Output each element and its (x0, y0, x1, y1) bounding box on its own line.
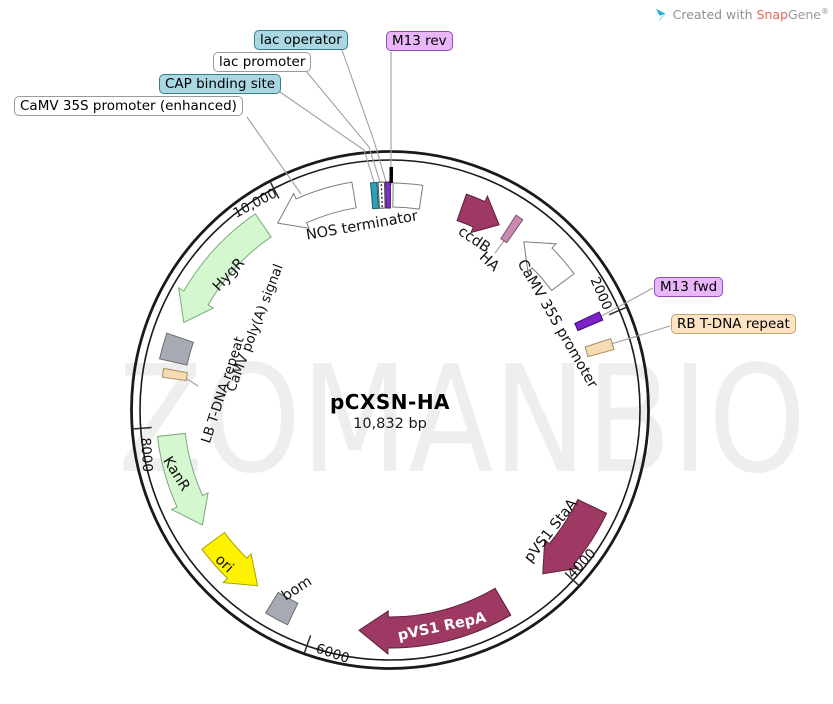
leader-line-lac-operator (341, 49, 388, 186)
credit-prefix: Created with (672, 7, 757, 23)
snapgene-logo-icon (653, 8, 668, 23)
leader-line-rb-t-dna (610, 325, 671, 345)
callout-rb-t-dna-repeat-label: RB T-DNA repeat (677, 316, 790, 332)
callout-m13-fwd: M13 fwd (654, 277, 724, 297)
callout-cap-binding-site-label: CAP binding site (165, 76, 276, 92)
feature-bom (264, 591, 299, 626)
callout-cap-binding-site: CAP binding site (159, 74, 282, 94)
watermark: ZOMANBIO (118, 334, 807, 506)
credit-brand-gene: Gene (788, 7, 821, 23)
callout-lac-operator: lac operator (254, 30, 348, 50)
feature-ha-tag (500, 214, 524, 244)
feature-lac-promoter (377, 181, 386, 209)
feature-camv-polya-signal (158, 332, 194, 366)
tick-10,000 (269, 182, 280, 199)
feature-pvs1-staa (542, 498, 608, 575)
plasmid-name: pCXSN-HA (329, 390, 451, 414)
credit-text: Created with SnapGene® (673, 7, 829, 22)
leader-line-camv-35s-enhanced (246, 116, 302, 195)
callout-lac-operator-label: lac operator (260, 32, 342, 48)
credit-brand-snap: Snap (756, 7, 788, 23)
callout-camv-35s-enhanced: CaMV 35S promoter (enhanced) (14, 96, 243, 116)
leader-line-ha (494, 240, 505, 254)
callout-lac-promoter: lac promoter (213, 52, 312, 72)
feature-label-lb-t-dna: LB T-DNA repeat (198, 335, 248, 445)
callout-m13-rev: M13 rev (386, 31, 453, 51)
backbone-ring-inner (139, 159, 641, 661)
tick-8000 (133, 426, 152, 430)
feature-camv-35s-promoter (523, 241, 575, 292)
feature-hygr (178, 213, 272, 324)
callout-rb-t-dna-repeat: RB T-DNA repeat (671, 314, 796, 334)
credit-bar: Created with SnapGene® (653, 6, 829, 24)
feature-cap-binding-site (369, 181, 379, 210)
plasmid-size: 10,832 bp (353, 416, 427, 432)
feature-nos-terminator (276, 181, 357, 229)
tick-6000 (303, 635, 312, 653)
leader-line-m13-fwd (597, 287, 654, 319)
feature-mcs-box (392, 182, 424, 210)
feature-pvs1-repa (358, 587, 512, 656)
leader-line-lac-promoter (305, 70, 382, 186)
callout-m13-rev-label: M13 rev (392, 33, 447, 49)
feature-rb-t-dna-repeat (584, 338, 615, 358)
tick-2000 (608, 306, 626, 316)
feature-m13-fwd (574, 311, 604, 332)
leader-line-cap-binding-site (279, 91, 376, 186)
feature-ccdb (456, 193, 500, 234)
callout-m13-fwd-label: M13 fwd (660, 279, 718, 295)
callout-lac-promoter-label: lac promoter (219, 54, 306, 70)
registered-mark: ® (821, 7, 829, 17)
callout-camv-35s-enhanced-label: CaMV 35S promoter (enhanced) (20, 98, 237, 114)
tick-4000 (564, 572, 579, 586)
backbone-ring-outer (130, 150, 650, 670)
feature-lb-t-dna-repeat (161, 367, 188, 382)
feature-lac-operator (385, 181, 391, 209)
feature-ori (201, 531, 259, 587)
feature-kanr (156, 432, 209, 526)
tick-label-8000: 8000 (137, 437, 155, 472)
plasmid-title-block: pCXSN-HA 10,832 bp (330, 390, 450, 432)
feature-label-bom: bom (279, 574, 315, 605)
